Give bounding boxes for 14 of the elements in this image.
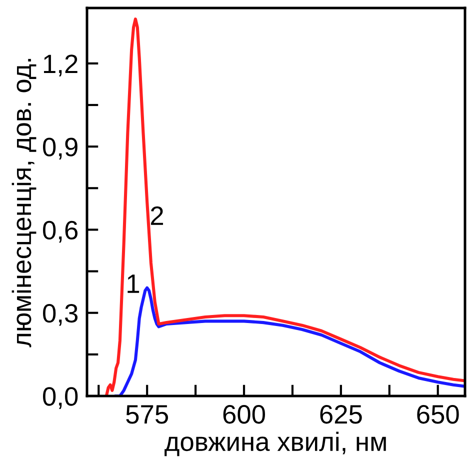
x-axis-title: довжина хвилі, нм <box>164 432 386 456</box>
x-tick-label: 575 <box>126 405 168 424</box>
line-series <box>104 18 465 396</box>
x-tick-label: 600 <box>223 405 265 424</box>
x-tick-label: 650 <box>417 405 459 424</box>
annotation: 1 <box>128 274 140 293</box>
annotation: 2 <box>150 206 164 225</box>
y-tick-label: 1,2 <box>44 54 78 76</box>
y-tick-label: 0,9 <box>43 138 78 160</box>
x-tick-label: 625 <box>320 405 362 424</box>
y-tick-label: 0,3 <box>43 304 78 326</box>
y-axis-title: люмінесценція, дов. од. <box>12 58 36 348</box>
y-tick-label: 0,0 <box>43 387 78 409</box>
y-tick-label: 0,6 <box>43 220 78 243</box>
